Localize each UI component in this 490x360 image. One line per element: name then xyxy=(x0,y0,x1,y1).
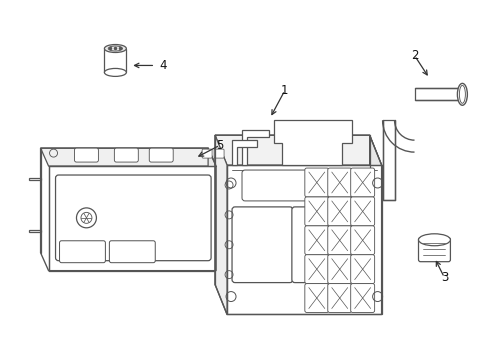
FancyBboxPatch shape xyxy=(328,168,352,197)
FancyBboxPatch shape xyxy=(328,226,352,255)
Polygon shape xyxy=(28,230,41,232)
Polygon shape xyxy=(215,135,227,315)
Text: 2: 2 xyxy=(411,49,418,62)
FancyBboxPatch shape xyxy=(351,226,375,255)
Ellipse shape xyxy=(457,84,467,105)
FancyBboxPatch shape xyxy=(351,197,375,226)
FancyBboxPatch shape xyxy=(59,241,105,263)
FancyBboxPatch shape xyxy=(305,255,329,284)
Ellipse shape xyxy=(418,234,450,246)
FancyBboxPatch shape xyxy=(149,148,173,162)
Polygon shape xyxy=(41,148,216,166)
FancyBboxPatch shape xyxy=(114,148,138,162)
Polygon shape xyxy=(369,135,382,315)
Text: 3: 3 xyxy=(441,271,448,284)
FancyBboxPatch shape xyxy=(305,197,329,226)
FancyBboxPatch shape xyxy=(214,149,224,158)
FancyBboxPatch shape xyxy=(55,175,211,261)
Polygon shape xyxy=(49,166,216,271)
Polygon shape xyxy=(227,165,382,315)
FancyBboxPatch shape xyxy=(418,238,450,262)
Polygon shape xyxy=(208,148,216,271)
FancyBboxPatch shape xyxy=(109,241,155,263)
FancyBboxPatch shape xyxy=(305,284,329,312)
FancyBboxPatch shape xyxy=(242,170,333,201)
Polygon shape xyxy=(274,120,352,165)
FancyBboxPatch shape xyxy=(351,168,375,197)
Text: 5: 5 xyxy=(217,139,224,152)
FancyBboxPatch shape xyxy=(305,226,329,255)
FancyBboxPatch shape xyxy=(351,284,375,312)
Polygon shape xyxy=(232,140,257,165)
FancyBboxPatch shape xyxy=(328,284,352,312)
FancyBboxPatch shape xyxy=(292,207,353,283)
FancyBboxPatch shape xyxy=(74,148,98,162)
Ellipse shape xyxy=(104,45,126,53)
Polygon shape xyxy=(383,120,394,200)
Polygon shape xyxy=(28,178,41,180)
Text: 4: 4 xyxy=(159,59,167,72)
Polygon shape xyxy=(215,135,382,165)
FancyBboxPatch shape xyxy=(305,168,329,197)
Polygon shape xyxy=(242,130,269,165)
FancyBboxPatch shape xyxy=(328,255,352,284)
FancyBboxPatch shape xyxy=(328,197,352,226)
FancyBboxPatch shape xyxy=(351,255,375,284)
Text: 1: 1 xyxy=(281,84,289,97)
Ellipse shape xyxy=(104,68,126,76)
FancyBboxPatch shape xyxy=(202,149,212,158)
Polygon shape xyxy=(415,88,463,100)
FancyBboxPatch shape xyxy=(232,207,293,283)
